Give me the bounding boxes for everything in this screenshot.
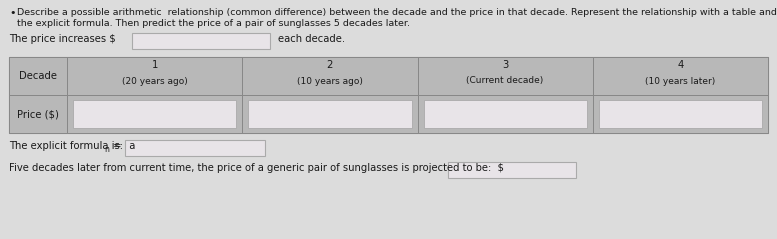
Bar bbox=[417, 57, 593, 95]
Text: each decade.: each decade. bbox=[278, 34, 345, 44]
Bar bbox=[73, 100, 236, 128]
Text: Price ($): Price ($) bbox=[17, 109, 59, 119]
Text: the explicit formula. Then predict the price of a pair of sunglasses 5 decades l: the explicit formula. Then predict the p… bbox=[17, 19, 410, 28]
Bar bbox=[423, 100, 587, 128]
Bar bbox=[67, 57, 242, 95]
Bar bbox=[132, 33, 270, 49]
Text: Decade: Decade bbox=[19, 71, 57, 81]
Text: Five decades later from current time, the price of a generic pair of sunglasses : Five decades later from current time, th… bbox=[9, 163, 504, 173]
Bar bbox=[417, 95, 593, 133]
Text: (10 years ago): (10 years ago) bbox=[297, 76, 363, 86]
Text: The explicit formula is:  a: The explicit formula is: a bbox=[9, 141, 135, 151]
Text: 2: 2 bbox=[326, 60, 333, 70]
Text: 3: 3 bbox=[502, 60, 508, 70]
Text: Describe a possible arithmetic  relationship (common difference) between the dec: Describe a possible arithmetic relations… bbox=[17, 8, 777, 17]
Text: 4: 4 bbox=[678, 60, 684, 70]
Bar bbox=[599, 100, 762, 128]
Text: (10 years later): (10 years later) bbox=[645, 76, 716, 86]
Bar bbox=[593, 57, 768, 95]
Bar bbox=[248, 100, 412, 128]
Bar bbox=[448, 162, 576, 178]
Bar bbox=[125, 140, 265, 156]
Bar bbox=[9, 95, 67, 133]
Bar bbox=[242, 95, 417, 133]
Text: 1: 1 bbox=[152, 60, 158, 70]
Text: =: = bbox=[110, 141, 121, 151]
Bar bbox=[242, 57, 417, 95]
Bar bbox=[9, 57, 67, 95]
Text: The price increases $: The price increases $ bbox=[9, 34, 116, 44]
Text: n: n bbox=[104, 145, 109, 154]
Bar bbox=[593, 95, 768, 133]
Bar bbox=[9, 57, 768, 133]
Bar bbox=[67, 95, 242, 133]
Text: (Current decade): (Current decade) bbox=[466, 76, 544, 86]
Text: •: • bbox=[9, 8, 16, 18]
Text: (20 years ago): (20 years ago) bbox=[122, 76, 187, 86]
